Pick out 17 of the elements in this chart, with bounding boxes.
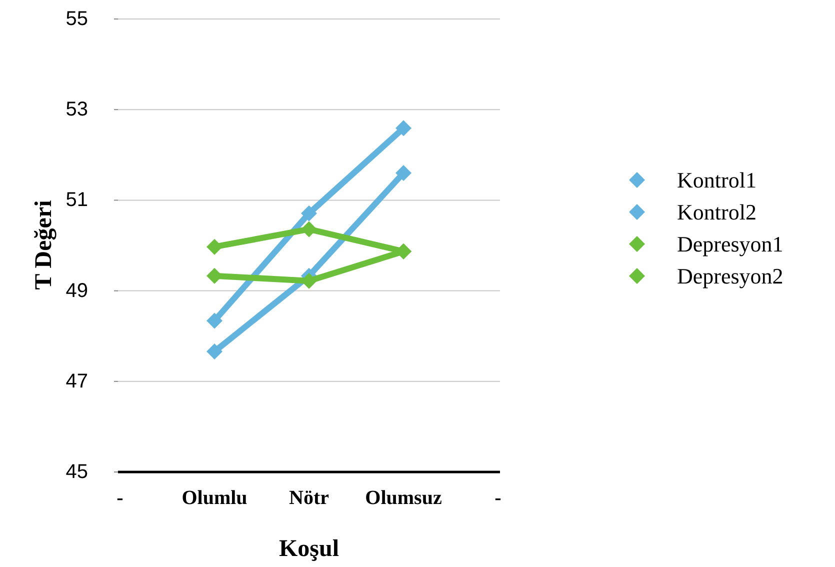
x-tick-label: Nötr bbox=[289, 487, 330, 509]
x-tick-label: Olumsuz bbox=[365, 487, 442, 509]
y-tick-label: 53 bbox=[66, 98, 88, 121]
y-axis-title: T Değeri bbox=[31, 200, 57, 290]
x-tick-label: Olumlu bbox=[182, 487, 248, 509]
y-tick-label: 55 bbox=[66, 8, 88, 30]
legend-label: Depresyon2 bbox=[677, 264, 784, 288]
x-axis-title: Koşul bbox=[278, 536, 340, 562]
legend-label: Kontrol2 bbox=[677, 200, 756, 224]
y-tick-label: 49 bbox=[66, 280, 88, 302]
y-tick-label: 47 bbox=[66, 370, 88, 392]
y-tick-label: 51 bbox=[66, 189, 88, 212]
x-tick-label: - bbox=[116, 487, 124, 509]
x-tick-label: - bbox=[494, 487, 502, 509]
legend-label: Depresyon1 bbox=[677, 232, 784, 256]
y-tick-label: 45 bbox=[66, 461, 88, 483]
legend-label: Kontrol1 bbox=[677, 168, 756, 192]
